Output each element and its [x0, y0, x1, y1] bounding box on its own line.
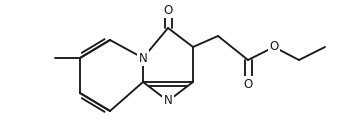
Text: N: N — [139, 51, 147, 64]
Text: O: O — [244, 78, 253, 91]
Text: O: O — [164, 3, 173, 17]
Text: O: O — [269, 40, 279, 54]
Text: N: N — [164, 95, 172, 108]
